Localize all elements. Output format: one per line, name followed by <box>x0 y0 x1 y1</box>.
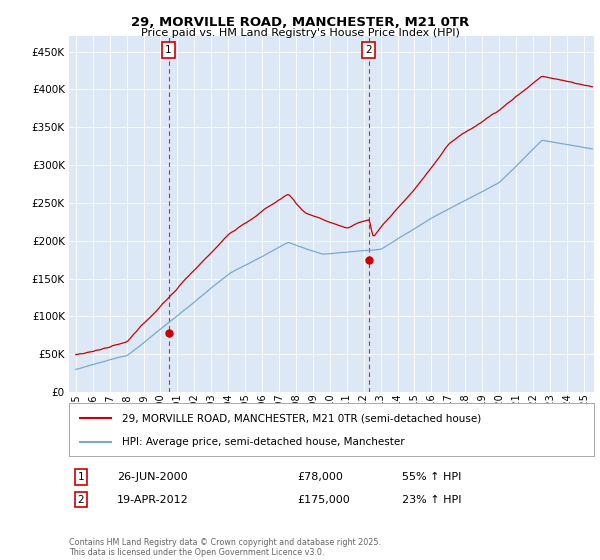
Text: 19-APR-2012: 19-APR-2012 <box>117 494 189 505</box>
Text: 29, MORVILLE ROAD, MANCHESTER, M21 0TR: 29, MORVILLE ROAD, MANCHESTER, M21 0TR <box>131 16 469 29</box>
Text: Contains HM Land Registry data © Crown copyright and database right 2025.
This d: Contains HM Land Registry data © Crown c… <box>69 538 381 557</box>
Text: 29, MORVILLE ROAD, MANCHESTER, M21 0TR (semi-detached house): 29, MORVILLE ROAD, MANCHESTER, M21 0TR (… <box>121 413 481 423</box>
Text: 2: 2 <box>365 45 372 55</box>
Text: £78,000: £78,000 <box>297 472 343 482</box>
Text: Price paid vs. HM Land Registry's House Price Index (HPI): Price paid vs. HM Land Registry's House … <box>140 28 460 38</box>
Text: 1: 1 <box>165 45 172 55</box>
Text: HPI: Average price, semi-detached house, Manchester: HPI: Average price, semi-detached house,… <box>121 436 404 446</box>
Text: £175,000: £175,000 <box>297 494 350 505</box>
Text: 2: 2 <box>77 494 85 505</box>
Text: 55% ↑ HPI: 55% ↑ HPI <box>402 472 461 482</box>
Text: 26-JUN-2000: 26-JUN-2000 <box>117 472 188 482</box>
Text: 1: 1 <box>77 472 85 482</box>
Text: 23% ↑ HPI: 23% ↑ HPI <box>402 494 461 505</box>
